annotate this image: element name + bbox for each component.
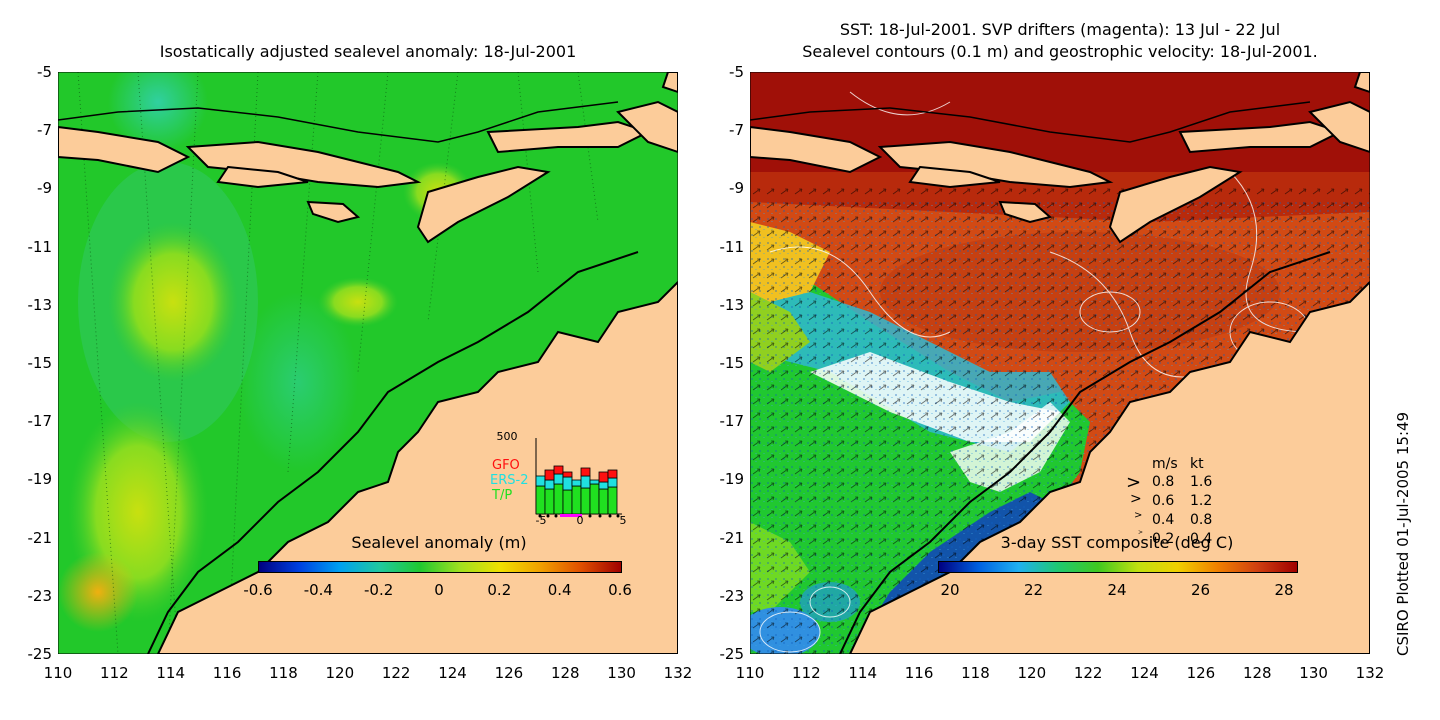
left-xtick: 110 [43, 664, 73, 682]
velocity-key-kt: 0.4 [1190, 531, 1213, 547]
velocity-key-ms: 0.4 [1152, 512, 1175, 528]
left-colorbar-tick: -0.6 [243, 581, 273, 599]
right-xtick: 116 [904, 664, 934, 682]
left-ytick: -5 [37, 63, 52, 81]
right-map-title-line2: Sealevel contours (0.1 m) and geostrophi… [802, 42, 1318, 61]
left-ytick: -13 [27, 295, 53, 314]
right-xtick: 124 [1130, 664, 1159, 682]
right-ytick: -25 [719, 645, 745, 663]
track-count-inset [535, 438, 622, 518]
left-colorbar-tick: 0.2 [487, 581, 512, 599]
velocity-key-arrow: > [1138, 529, 1144, 536]
right-ytick: -9 [729, 179, 744, 198]
right-colorbar-tick: 20 [940, 581, 960, 599]
right-xtick: 132 [1355, 664, 1385, 682]
left-xtick: 128 [550, 664, 580, 682]
right-xtick: 114 [848, 664, 878, 682]
right-ytick: -19 [719, 470, 745, 489]
velocity-key-arrow: > [1126, 472, 1142, 493]
left-colorbar-tick: 0 [434, 581, 444, 599]
left-colorbar-tick: -0.4 [303, 581, 333, 599]
left-xtick: 116 [212, 664, 242, 682]
inset-xtick-5: 5 [619, 514, 627, 527]
right-map-title-line1: SST: 18-Jul-2001. SVP drifters (magenta)… [839, 20, 1281, 39]
inset-xtick-0: 0 [576, 514, 584, 527]
left-colorbar-tick: 0.6 [608, 581, 632, 599]
left-ytick: -17 [27, 412, 53, 431]
right-ytick: -7 [729, 121, 744, 140]
right-colorbar-tick: 22 [1023, 581, 1044, 599]
left-xtick: 114 [156, 664, 186, 682]
right-ytick: -15 [719, 354, 745, 372]
left-ytick: -19 [27, 470, 53, 489]
right-colorbar-tick: 28 [1274, 581, 1294, 599]
sst-map [750, 72, 1370, 654]
right-xtick: 122 [1073, 664, 1103, 682]
inset-xtick-minus5: -5 [535, 514, 547, 527]
velocity-key-ms: 0.6 [1152, 493, 1175, 509]
left-ytick: -25 [27, 645, 53, 663]
inset-ymax-label: 500 [496, 430, 518, 443]
csiro-credit: CSIRO Plotted 01-Jul-2005 15:49 [1394, 411, 1412, 656]
right-xtick: 110 [735, 664, 765, 682]
velocity-key-arrow: > [1130, 491, 1142, 507]
velocity-key-arrow: > [1134, 510, 1143, 521]
left-ytick: -7 [37, 121, 52, 140]
right-xtick: 120 [1017, 664, 1047, 682]
right-ytick: -21 [719, 528, 745, 547]
right-colorbar-tick: 26 [1190, 581, 1211, 599]
left-ytick: -23 [27, 586, 53, 605]
right-xtick: 130 [1299, 664, 1328, 682]
right-xtick: 128 [1242, 664, 1272, 682]
sst-colorbar [938, 561, 1298, 573]
velocity-key-kt: 1.2 [1190, 493, 1213, 509]
right-ytick: -17 [719, 412, 745, 431]
left-colorbar-tick: -0.2 [364, 581, 394, 599]
left-ytick: -11 [27, 237, 53, 256]
left-xtick: 122 [381, 664, 411, 682]
inset-legend-tp: T/P [492, 488, 513, 503]
left-map-title: Isostatically adjusted sealevel anomaly:… [159, 42, 577, 61]
right-xtick: 126 [1186, 664, 1216, 682]
left-ytick: -15 [27, 354, 53, 372]
velocity-key-ms: 0.8 [1152, 474, 1175, 490]
left-ytick: -9 [37, 179, 52, 198]
left-xtick: 120 [325, 664, 355, 682]
inset-legend-ers2: ERS-2 [490, 473, 529, 488]
left-colorbar-title: Sealevel anomaly (m) [351, 533, 527, 552]
right-ytick: -5 [729, 63, 744, 81]
left-xtick: 126 [494, 664, 524, 682]
left-xtick: 124 [438, 664, 467, 682]
velocity-key-kt: 0.8 [1190, 512, 1213, 528]
velocity-key-header-ms: m/s [1152, 456, 1178, 472]
right-colorbar-tick: 24 [1107, 581, 1127, 599]
right-ytick: -11 [719, 237, 745, 256]
sealevel-colorbar [258, 561, 622, 573]
right-ytick: -13 [719, 295, 745, 314]
velocity-key-header-kt: kt [1190, 456, 1204, 472]
left-xtick: 130 [607, 664, 636, 682]
left-xtick: 132 [663, 664, 693, 682]
velocity-key-kt: 1.6 [1190, 474, 1213, 490]
right-colorbar-title: 3-day SST composite (deg C) [1000, 533, 1234, 552]
right-xtick: 118 [961, 664, 990, 682]
left-ytick: -21 [27, 528, 53, 547]
velocity-key-ms: 0.2 [1152, 531, 1175, 547]
left-xtick: 112 [100, 664, 129, 682]
inset-legend-gfo: GFO [492, 458, 520, 473]
right-ytick: -23 [719, 586, 745, 605]
left-xtick: 118 [269, 664, 298, 682]
left-colorbar-tick: 0.4 [547, 581, 572, 599]
right-xtick: 112 [792, 664, 821, 682]
